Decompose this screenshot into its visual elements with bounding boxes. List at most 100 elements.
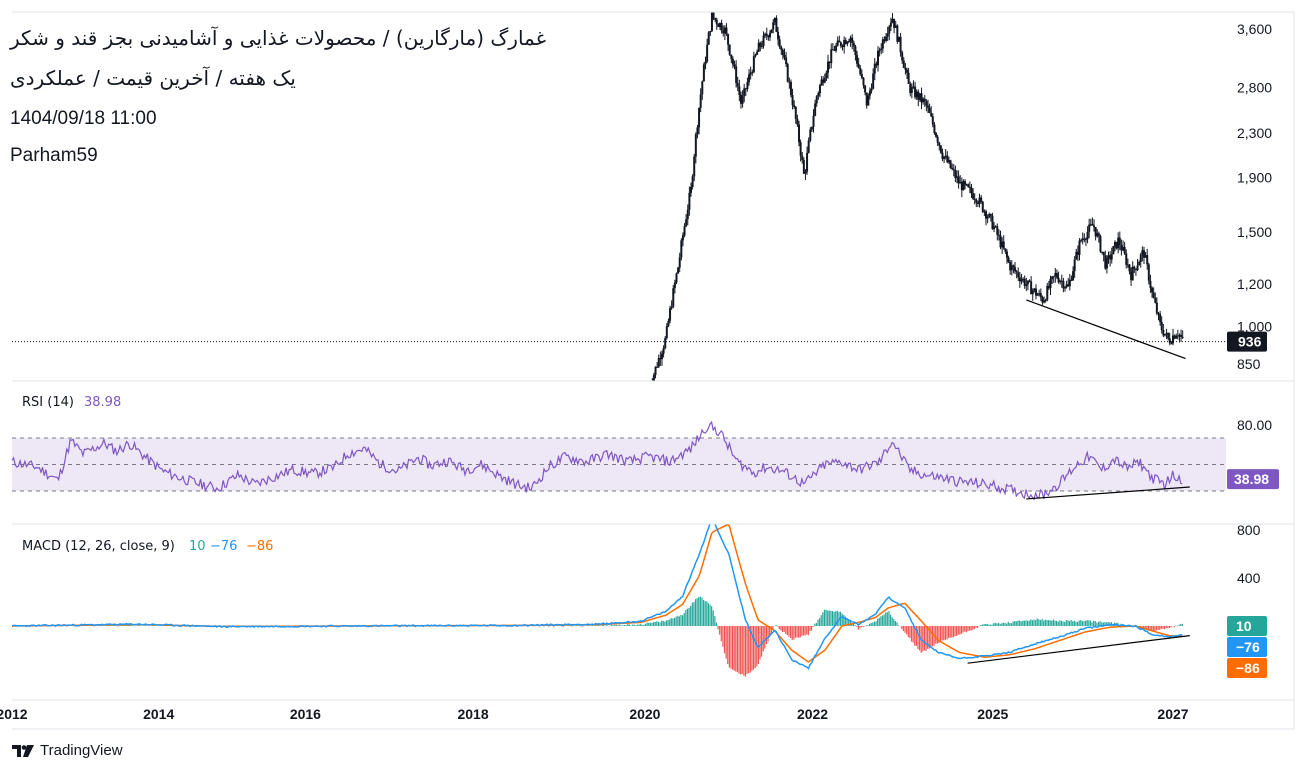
price-candle-body: [851, 37, 854, 43]
time-axis-tick: 2012: [0, 706, 28, 722]
price-candle-body: [727, 34, 730, 45]
price-candle-body: [944, 155, 947, 157]
chart-author: Parham59: [10, 145, 98, 167]
price-candle-body: [1089, 224, 1092, 226]
price-candle-body: [912, 86, 915, 88]
price-candle-body: [689, 187, 692, 193]
price-candle-body: [731, 58, 734, 65]
price-candle-body: [794, 106, 797, 119]
price-candle-body: [1102, 251, 1105, 256]
price-candle-body: [1175, 335, 1178, 339]
price-candle-body: [739, 94, 742, 104]
price-candle-body: [1115, 241, 1118, 249]
price-candle-body: [873, 63, 876, 74]
price-candle-body: [778, 39, 781, 48]
price-candle-body: [1014, 267, 1017, 272]
price-candle-body: [801, 155, 804, 160]
price-candle-body: [733, 64, 736, 67]
time-axis-tick: 2014: [143, 706, 174, 722]
price-candle-body: [701, 81, 704, 95]
price-candle-body: [960, 181, 963, 191]
price-candle-body: [752, 56, 755, 73]
price-candle-body: [893, 18, 896, 28]
macd-line-badge-label: −76: [1236, 639, 1260, 655]
price-candle-body: [760, 45, 763, 47]
macd-axis-tick: 400: [1237, 570, 1261, 586]
price-candle-body: [686, 209, 689, 220]
price-candle-body: [878, 50, 881, 52]
macd-pane[interactable]: MACD (12, 26, close, 9) 10 −76 −86: [12, 519, 1190, 677]
price-candle-body: [817, 93, 820, 97]
price-candle-body: [1110, 254, 1113, 260]
price-candle-body: [1136, 265, 1139, 271]
price-candle-body: [1139, 254, 1142, 262]
price-candle-body: [1088, 224, 1091, 232]
price-candle-body: [983, 211, 986, 213]
price-candle-body: [938, 142, 941, 146]
price-candle-body: [1120, 245, 1123, 251]
price-candle-body: [677, 267, 680, 274]
price-candle-body: [854, 46, 857, 56]
price-candle-body: [839, 42, 842, 47]
price-candle-body: [1067, 284, 1070, 287]
price-candle-body: [828, 61, 831, 64]
price-candle-body: [1065, 284, 1068, 288]
macd-plot: [12, 524, 1183, 677]
rsi-pane[interactable]: RSI (14) 38.98: [11, 395, 1226, 501]
price-candle-body: [897, 36, 900, 42]
price-candle-body: [981, 201, 984, 212]
price-candle-body: [967, 184, 970, 187]
price-candle-body: [941, 152, 944, 159]
rsi-badge-label: 38.98: [1234, 471, 1269, 487]
rsi-axis-tick: 80.00: [1237, 417, 1272, 433]
price-candle-body: [833, 50, 836, 52]
price-candle-body: [985, 211, 988, 219]
price-candle-body: [665, 326, 668, 338]
price-candle-body: [1162, 329, 1165, 336]
price-pane[interactable]: [12, 7, 1226, 394]
price-candle-body: [852, 42, 855, 47]
price-candle-body: [759, 42, 762, 47]
macd-legend-histogram: 10: [189, 539, 206, 554]
price-candle-body: [1134, 268, 1137, 271]
price-candle-body: [918, 93, 921, 100]
price-candle-body: [1057, 277, 1060, 283]
chart-datetime: 1404/09/18 11:00: [10, 108, 157, 130]
price-candle-body: [693, 156, 696, 177]
price-candle-body: [906, 69, 909, 73]
tradingview-brand[interactable]: TradingView: [12, 742, 123, 759]
price-candle-body: [710, 12, 713, 31]
macd-signal-badge-label: −86: [1236, 660, 1260, 676]
price-candle-body: [725, 27, 728, 35]
price-candle-body: [1152, 292, 1155, 298]
price-candle-body: [675, 273, 678, 283]
price-candle-body: [886, 33, 889, 37]
price-candle-body: [1086, 231, 1089, 240]
price-candle-body: [952, 169, 955, 171]
price-candle-body: [683, 226, 686, 236]
macd-signal-line: [12, 524, 1183, 663]
price-candle-body: [757, 42, 760, 52]
price-candle-body: [827, 61, 830, 73]
price-candle-body: [964, 181, 967, 185]
price-candle-body: [1101, 251, 1104, 253]
price-candle-body: [939, 145, 942, 153]
price-candle-body: [914, 86, 917, 98]
price-candle-body: [1063, 287, 1066, 289]
price-candle-body: [793, 105, 796, 107]
price-candle-body: [678, 257, 681, 268]
price-candle-body: [1047, 285, 1050, 289]
price-candle-body: [902, 60, 905, 68]
price-candle-body: [1128, 264, 1131, 272]
chart-title: غمارگ (مارگارین) / محصولات غذایی و آشامی…: [10, 26, 547, 50]
price-trendline: [1026, 299, 1186, 360]
price-candle-body: [743, 88, 746, 97]
macd-legend-name: MACD (12, 26, close, 9): [22, 539, 175, 554]
price-candle-body: [993, 226, 996, 230]
price-candle-body: [809, 129, 812, 141]
price-candle-body: [691, 176, 694, 188]
price-candle-body: [1163, 334, 1166, 336]
price-candle-body: [849, 37, 852, 42]
price-candle-body: [1126, 264, 1129, 266]
